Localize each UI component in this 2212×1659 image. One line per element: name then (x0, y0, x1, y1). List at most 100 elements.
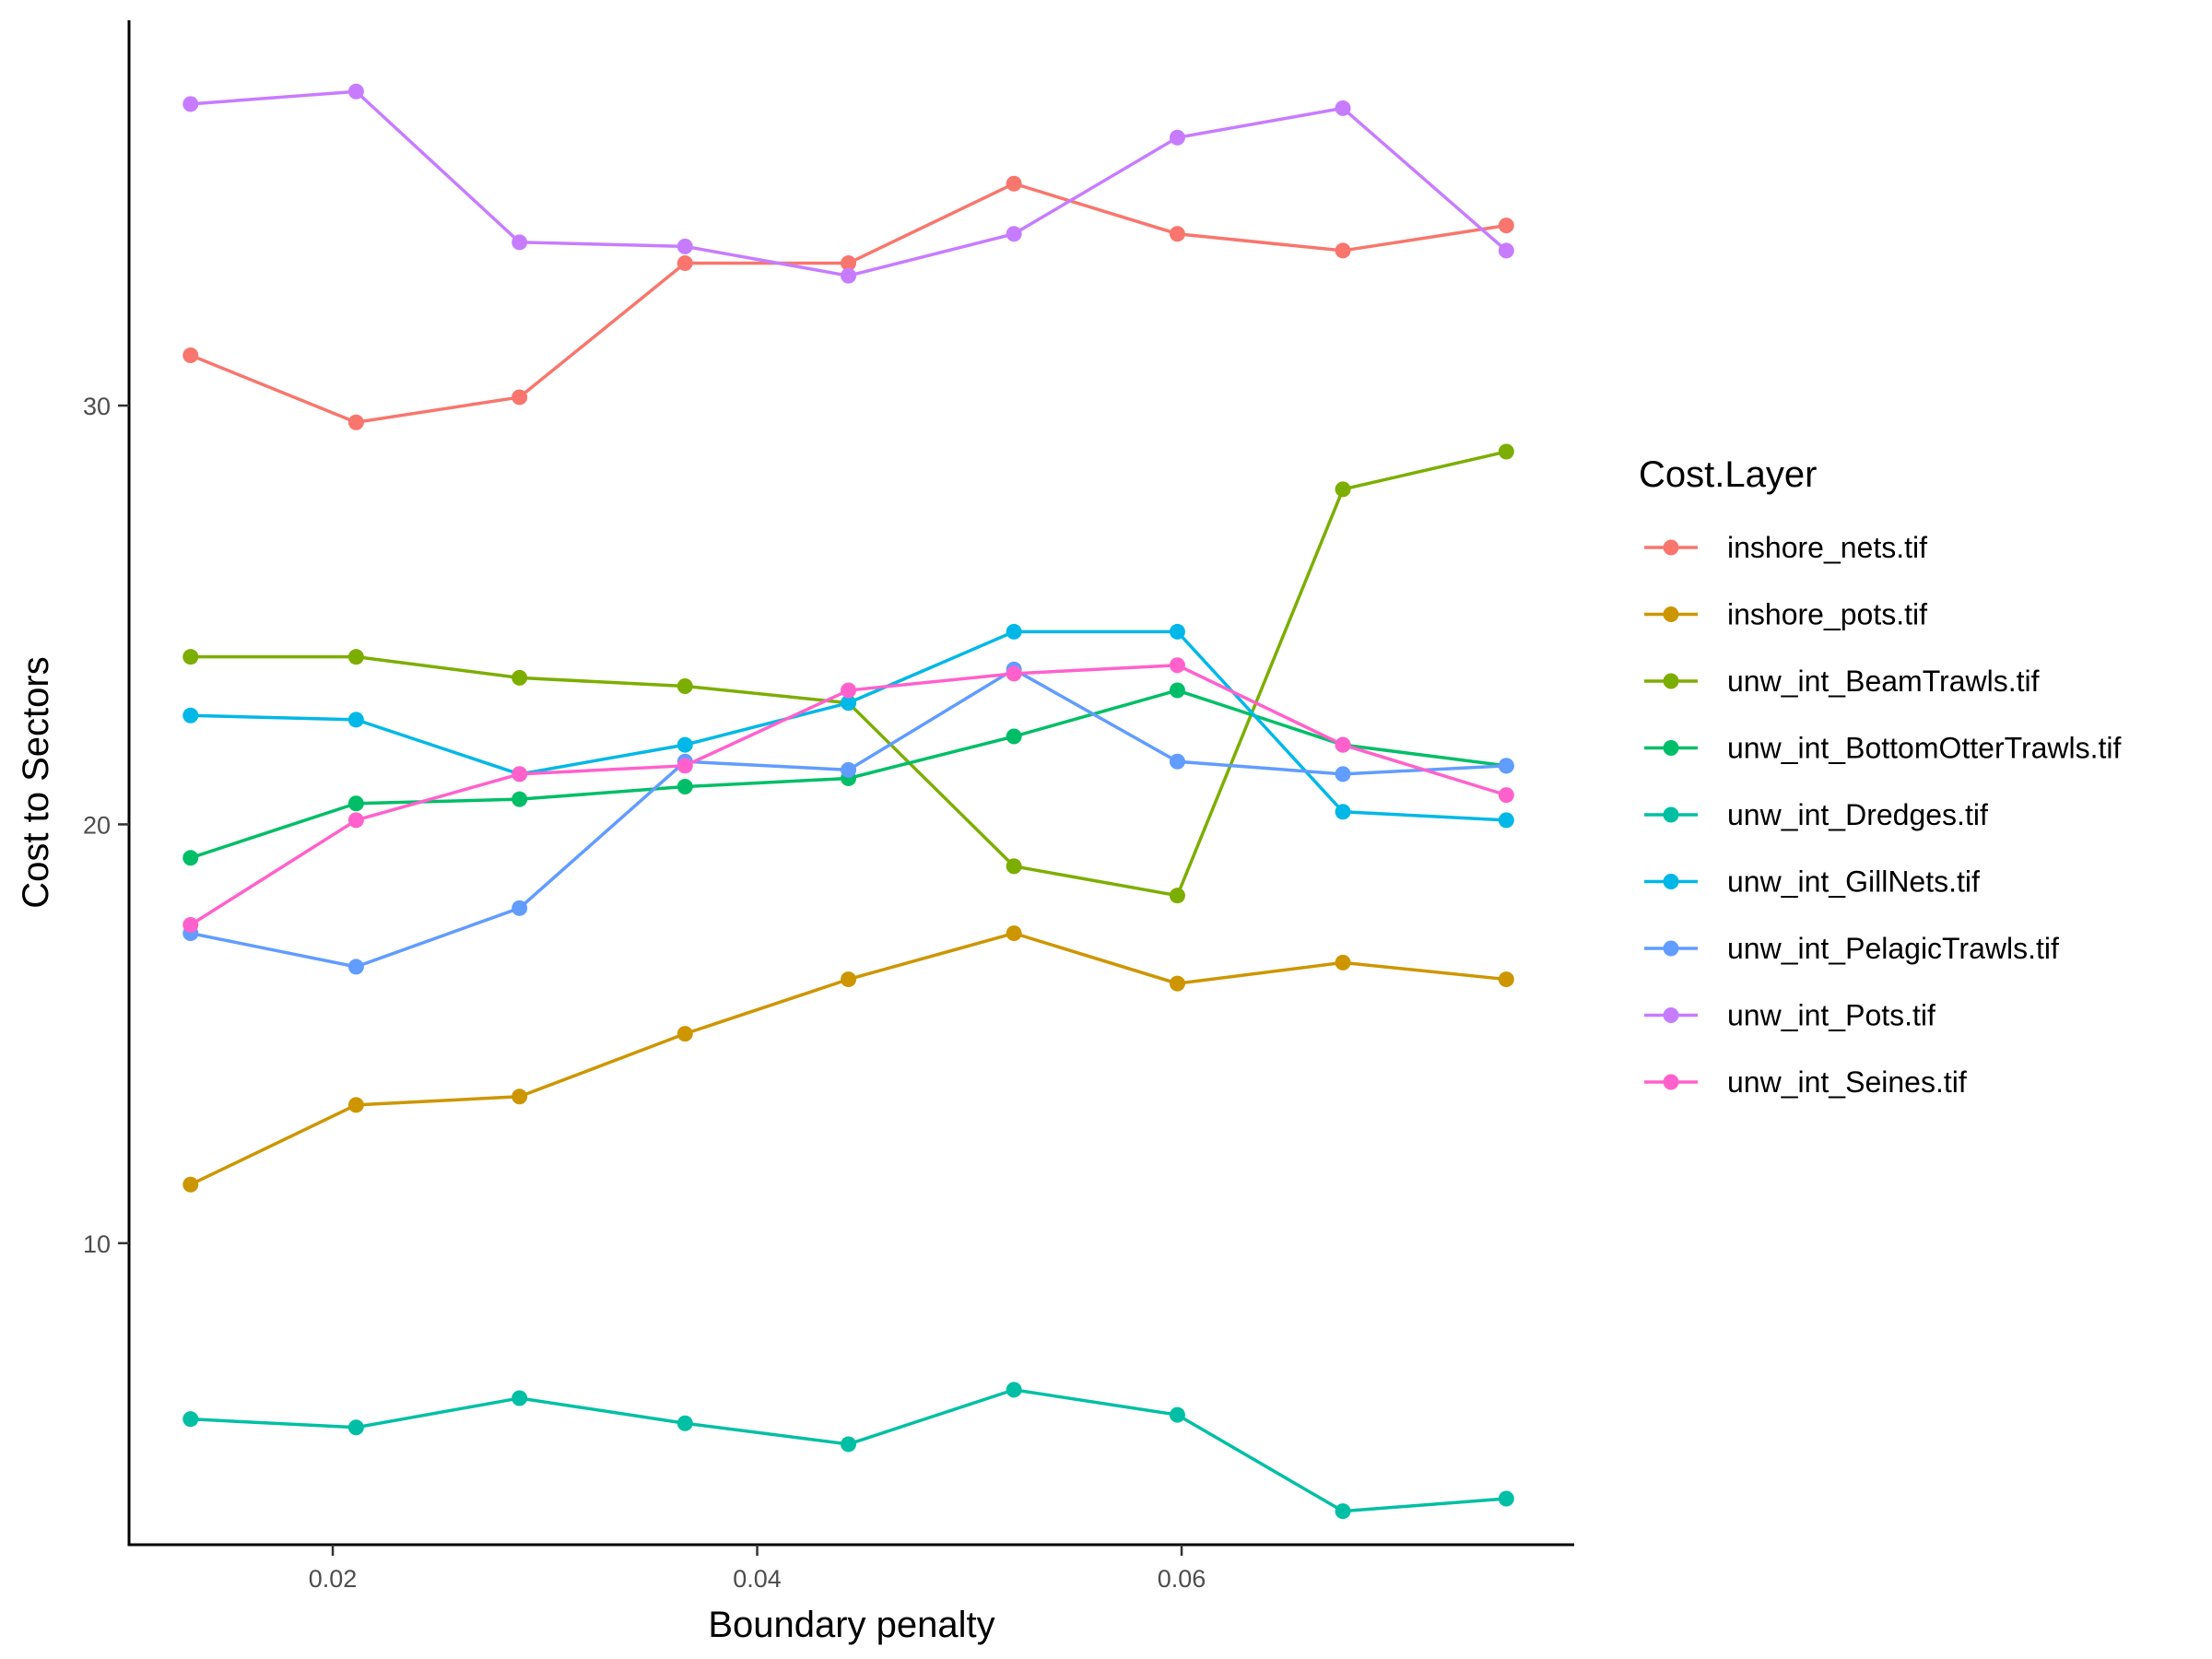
data-point (512, 1088, 528, 1105)
x-tick-label: 0.02 (309, 1565, 358, 1593)
data-point (677, 736, 693, 753)
data-point (182, 1411, 199, 1428)
series-group (182, 83, 1514, 284)
data-point (1335, 736, 1351, 753)
legend-label: unw_int_Dredges.tif (1727, 798, 1988, 831)
legend-label: unw_int_BeamTrawls.tif (1727, 665, 2040, 698)
data-point (841, 1436, 857, 1453)
series-line (190, 450, 1507, 898)
legend-key-point (1663, 806, 1679, 823)
legend-item: inshore_pots.tif (1644, 598, 1927, 631)
series-line (190, 931, 1507, 1186)
y-tick-label: 10 (83, 1230, 111, 1258)
data-point (512, 234, 528, 251)
data-point (182, 1176, 199, 1193)
data-point (1169, 226, 1185, 242)
data-point (1006, 925, 1022, 942)
data-point (841, 695, 857, 712)
data-point (512, 900, 528, 916)
legend-key-point (1663, 606, 1679, 622)
series-group (182, 175, 1514, 430)
series-group (182, 657, 1514, 933)
data-point (1169, 975, 1185, 992)
data-point (1335, 954, 1351, 971)
data-point (677, 779, 693, 795)
data-point (347, 812, 364, 829)
data-point (841, 971, 857, 988)
data-point (1169, 623, 1185, 640)
data-point (1169, 129, 1185, 146)
data-point (677, 238, 693, 254)
data-point (347, 1097, 364, 1113)
data-point (1498, 758, 1514, 774)
series-group (182, 623, 1514, 829)
data-point (347, 959, 364, 975)
legend-label: unw_int_PelagicTrawls.tif (1727, 932, 2059, 965)
x-tick-label: 0.04 (733, 1565, 782, 1593)
data-point (347, 795, 364, 812)
data-point (512, 791, 528, 807)
data-point (1498, 443, 1514, 460)
legend-key-point (1663, 1074, 1679, 1090)
data-point (1006, 1382, 1022, 1398)
x-tick-label: 0.06 (1158, 1565, 1206, 1593)
y-axis-title: Cost to Sectors (16, 656, 56, 908)
data-point (1498, 218, 1514, 234)
x-axis-title: Boundary penalty (708, 1605, 994, 1645)
data-point (841, 761, 857, 778)
data-point (1006, 858, 1022, 875)
data-point (1006, 175, 1022, 192)
legend-item: unw_int_Pots.tif (1644, 999, 1936, 1032)
data-point (677, 677, 693, 694)
series-group (182, 925, 1514, 1193)
data-point (1169, 753, 1185, 770)
plot-area (182, 83, 1514, 1520)
legend-item: unw_int_BeamTrawls.tif (1644, 665, 2040, 698)
data-point (1498, 812, 1514, 829)
data-point (1335, 481, 1351, 498)
data-point (182, 916, 199, 933)
data-point (1006, 226, 1022, 242)
data-point (347, 649, 364, 665)
data-point (841, 682, 857, 699)
data-point (841, 267, 857, 284)
y-tick-label: 20 (83, 811, 111, 839)
data-point (1335, 766, 1351, 782)
series-line (190, 667, 1507, 969)
data-point (1169, 657, 1185, 674)
y-tick-label: 30 (83, 393, 111, 420)
legend-label: unw_int_Seines.tif (1727, 1065, 1967, 1099)
series-line (190, 182, 1507, 425)
legend-item: unw_int_Seines.tif (1644, 1065, 1967, 1099)
data-point (347, 83, 364, 100)
data-point (182, 347, 199, 364)
data-point (1498, 1490, 1514, 1507)
data-point (347, 712, 364, 728)
data-point (1335, 804, 1351, 820)
data-point (1169, 888, 1185, 904)
data-point (1335, 100, 1351, 116)
data-point (1498, 242, 1514, 259)
legend-key-point (1663, 673, 1679, 689)
data-point (512, 389, 528, 406)
legend-item: unw_int_PelagicTrawls.tif (1644, 932, 2059, 965)
data-point (1169, 1406, 1185, 1423)
data-point (512, 766, 528, 782)
data-point (182, 707, 199, 724)
legend-title: Cost.Layer (1639, 454, 1817, 495)
legend-label: unw_int_BottomOtterTrawls.tif (1727, 732, 2122, 765)
legend-item: inshore_nets.tif (1644, 531, 1927, 564)
data-point (841, 255, 857, 272)
legend: Cost.Layer inshore_nets.tif inshore_pots.… (1639, 454, 2122, 1099)
legend-key-point (1663, 539, 1679, 556)
data-point (182, 850, 199, 866)
data-point (182, 649, 199, 665)
axes (127, 20, 1574, 1547)
legend-key-point (1663, 740, 1679, 756)
data-point (1006, 665, 1022, 682)
legend-label: unw_int_GillNets.tif (1727, 865, 1980, 899)
legend-item: unw_int_Dredges.tif (1644, 798, 1988, 831)
data-point (677, 255, 693, 272)
legend-label: unw_int_Pots.tif (1727, 999, 1936, 1032)
